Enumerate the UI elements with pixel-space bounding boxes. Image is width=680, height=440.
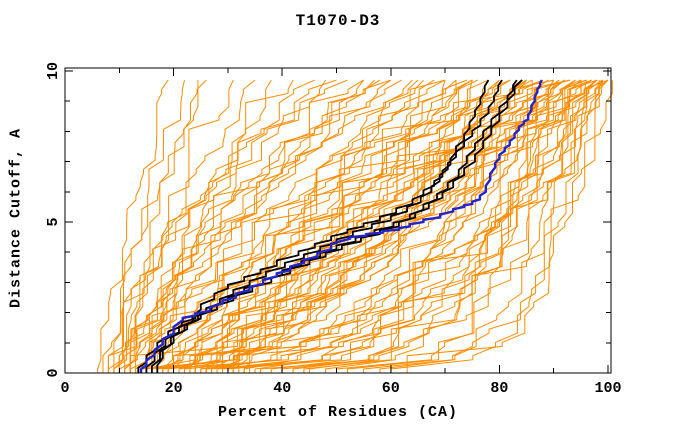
x-tick-label: 40	[273, 380, 291, 397]
selected-model-black-4-line	[156, 79, 523, 373]
selected-model-black-1-line	[137, 79, 490, 373]
ensemble-line	[167, 79, 511, 373]
x-tick-label: 80	[490, 380, 508, 397]
ensemble-line	[194, 79, 500, 373]
ensemble-line	[118, 79, 419, 373]
ensemble-line	[336, 79, 598, 373]
axis-ticks	[64, 68, 611, 374]
y-tick-label: 10	[45, 62, 62, 80]
ensemble-line	[173, 79, 543, 373]
ensemble-line	[140, 79, 391, 373]
ensemble-line	[162, 79, 527, 373]
ensemble-line	[205, 79, 527, 373]
ensemble-line	[151, 79, 511, 373]
ensemble-line	[292, 79, 603, 373]
ensemble-line	[346, 79, 544, 373]
ensemble-line	[156, 79, 478, 373]
ensemble-line	[173, 79, 446, 373]
y-tick-label: 0	[45, 368, 62, 377]
ensemble-line	[211, 79, 560, 373]
ensemble-line	[129, 79, 272, 373]
ensemble-line	[97, 79, 169, 373]
best-model-blue-line	[139, 79, 543, 373]
ensemble-line	[390, 80, 600, 373]
ensemble-line	[173, 79, 544, 373]
ensemble-line	[118, 79, 337, 373]
x-tick-label: 20	[165, 380, 183, 397]
x-axis-label: Percent of Residues (CA)	[217, 404, 459, 421]
ensemble-line	[124, 79, 348, 373]
ensemble-line	[281, 79, 598, 373]
ensemble-line	[194, 79, 565, 373]
ensemble-line	[113, 79, 234, 373]
ensemble-line	[406, 80, 604, 373]
ensemble-line	[118, 79, 256, 373]
ensemble-line	[254, 79, 609, 373]
ensemble-line	[243, 79, 592, 373]
ensemble-line	[107, 80, 199, 373]
ensemble-line	[270, 80, 587, 373]
plot-border	[64, 67, 612, 374]
ensemble-line	[184, 79, 554, 373]
ensemble-line	[156, 79, 402, 373]
ensemble-line	[216, 79, 582, 373]
ensemble-line	[303, 80, 582, 373]
ensemble-line	[232, 79, 598, 373]
ensemble-line	[249, 79, 603, 373]
tick-labels: 0 20 40 60 80 100 0 5 10	[45, 62, 622, 397]
ensemble-line	[113, 79, 392, 373]
chart-title: T1070-D3	[295, 12, 381, 30]
x-tick-label: 100	[594, 380, 621, 397]
ensemble-line	[216, 79, 544, 373]
ensemble-line	[124, 79, 446, 373]
ensemble-line	[227, 79, 587, 373]
model-lines	[137, 79, 543, 373]
x-tick-label: 0	[60, 380, 69, 397]
ensemble-line	[113, 79, 316, 373]
ensemble-line	[129, 79, 327, 373]
ensemble-line	[135, 79, 435, 373]
ensemble-line	[363, 80, 613, 373]
y-tick-label: 5	[45, 217, 62, 226]
ensemble-line	[184, 79, 473, 373]
x-tick-label: 60	[382, 380, 400, 397]
ensemble-line	[325, 79, 604, 373]
plot-frame	[64, 67, 612, 374]
ensemble-line	[260, 79, 555, 373]
ensemble-line	[379, 80, 582, 373]
ensemble-line	[243, 79, 603, 373]
ensemble-line	[194, 79, 565, 373]
